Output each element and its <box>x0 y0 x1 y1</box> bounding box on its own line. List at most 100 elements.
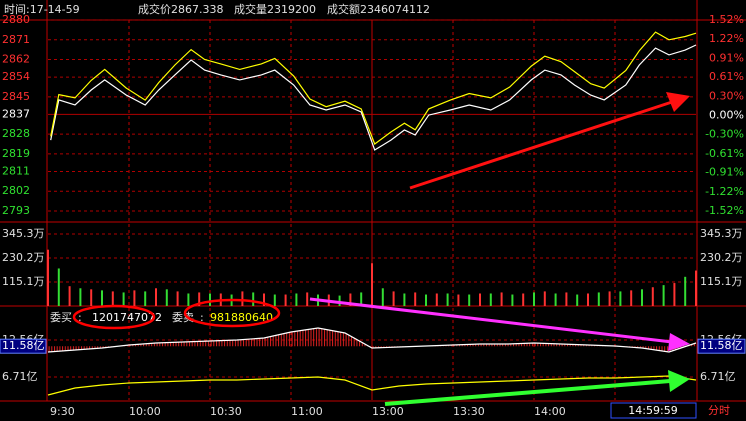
volume-bar <box>403 293 406 306</box>
volume-bar <box>695 270 697 306</box>
x-tick-label: 11:00 <box>291 405 323 418</box>
highlight-ellipse <box>183 298 281 328</box>
y2-tick-label: 0.00% <box>709 109 744 122</box>
volume-bar <box>630 290 633 306</box>
line <box>47 327 697 353</box>
volume-bar <box>155 288 157 306</box>
bid-label: 委买 <box>50 311 72 324</box>
y-tick-label-right: 6.71亿 <box>700 370 736 383</box>
volume-bar <box>187 293 190 306</box>
volume-bar <box>79 288 82 306</box>
volume-bar <box>619 291 622 306</box>
volume-bar <box>587 293 589 306</box>
line <box>50 31 697 145</box>
y2-tick-label: -0.30% <box>705 127 744 140</box>
volume-bar <box>165 289 168 306</box>
volume-bar <box>176 291 179 306</box>
line <box>47 375 697 396</box>
y-tick-label: 2862 <box>2 53 30 66</box>
volume-bar <box>576 294 579 306</box>
y2-tick-label: -1.52% <box>705 204 744 217</box>
volume-bar <box>446 293 449 306</box>
volume-bar <box>306 292 309 306</box>
clock: 14:59:59 <box>628 404 677 417</box>
header-volume: 成交量2319200 <box>234 2 316 16</box>
volume-bar <box>263 293 265 306</box>
y2-tick-label: 0.30% <box>709 90 744 103</box>
volume-bar <box>371 263 373 306</box>
volume-bar <box>360 292 363 306</box>
y-tick-label: 6.71亿 <box>2 370 38 383</box>
y-tick-label-right: 230.2万 <box>700 251 743 264</box>
y-tick-label: 2802 <box>2 184 30 197</box>
x-tick-label: 13:30 <box>453 405 485 418</box>
y-tick-label: 2837 <box>2 107 30 120</box>
header-amount: 成交额2346074112 <box>327 2 430 16</box>
volume-bar <box>414 292 417 306</box>
y2-tick-label: 1.22% <box>709 32 744 45</box>
frame <box>0 0 746 402</box>
volume-bar <box>425 294 427 306</box>
mode-label: 分时 <box>708 404 730 417</box>
y2-tick-label: -0.61% <box>705 147 744 160</box>
volume-bar <box>252 292 255 306</box>
volume-bar <box>565 292 568 306</box>
volume-bar <box>381 288 384 306</box>
y-tick-label: 2880 <box>2 13 30 26</box>
volume-bar <box>554 293 557 306</box>
volume-bar <box>684 276 687 306</box>
volume-bar <box>533 292 535 306</box>
colon: : <box>200 311 204 324</box>
arrow-red <box>409 92 690 190</box>
volume-bar <box>133 290 136 306</box>
y2-tick-label: -1.22% <box>705 185 744 198</box>
volume-bar <box>500 292 503 306</box>
y2-tick-label: 1.52% <box>709 13 744 26</box>
volume-bar <box>338 295 341 306</box>
y-tick-label: 230.2万 <box>2 251 45 264</box>
volume-bar <box>435 293 438 306</box>
x-tick-label: 13:00 <box>372 405 404 418</box>
volume-bar <box>241 291 244 306</box>
volume-bar <box>608 291 611 306</box>
highlight-ellipse <box>72 304 156 330</box>
marker-label-right: 11.58亿 <box>700 339 743 352</box>
clock-box <box>610 402 697 419</box>
volume-bar <box>144 291 147 306</box>
ask-value: 981880640 <box>210 311 273 324</box>
y2-tick-label: 0.61% <box>709 70 744 83</box>
bid-area <box>48 328 696 352</box>
y-tick-label-right: 115.1万 <box>700 275 743 288</box>
volume-bar <box>349 293 352 306</box>
volume-bar <box>522 293 525 306</box>
x-tick-label: 14:00 <box>534 405 566 418</box>
volume-bar <box>457 294 460 306</box>
arrow-magenta <box>309 297 690 351</box>
y-tick-label: 2793 <box>2 204 30 217</box>
y-tick-label-right: 345.3万 <box>700 227 743 240</box>
volume-bar <box>651 287 654 306</box>
volume-bar <box>673 283 676 306</box>
volume-bar <box>111 291 114 306</box>
arrow-green <box>384 370 690 406</box>
x-tick-label: 9:30 <box>50 405 75 418</box>
volume-bar <box>489 293 492 306</box>
marker-box <box>697 338 746 354</box>
header-price: 成交价2867.338 <box>138 2 224 16</box>
volume-bar <box>662 285 665 306</box>
volume-bar <box>101 290 103 306</box>
marker-label: 11.58亿 <box>2 339 45 352</box>
volume-bar <box>273 294 276 306</box>
y-tick-label: 2854 <box>2 70 30 83</box>
y-tick-label: 2828 <box>2 127 30 140</box>
y-tick-label: 2819 <box>2 147 30 160</box>
y-tick-label: 2845 <box>2 90 30 103</box>
header-time: 时间:17-14-59 <box>4 3 80 16</box>
volume-bar <box>597 292 600 306</box>
volume-bar <box>468 294 471 306</box>
volume-bar <box>68 286 71 306</box>
x-tick-label: 10:30 <box>210 405 242 418</box>
volume-bar <box>57 268 60 306</box>
y-tick-label: 115.1万 <box>2 275 45 288</box>
